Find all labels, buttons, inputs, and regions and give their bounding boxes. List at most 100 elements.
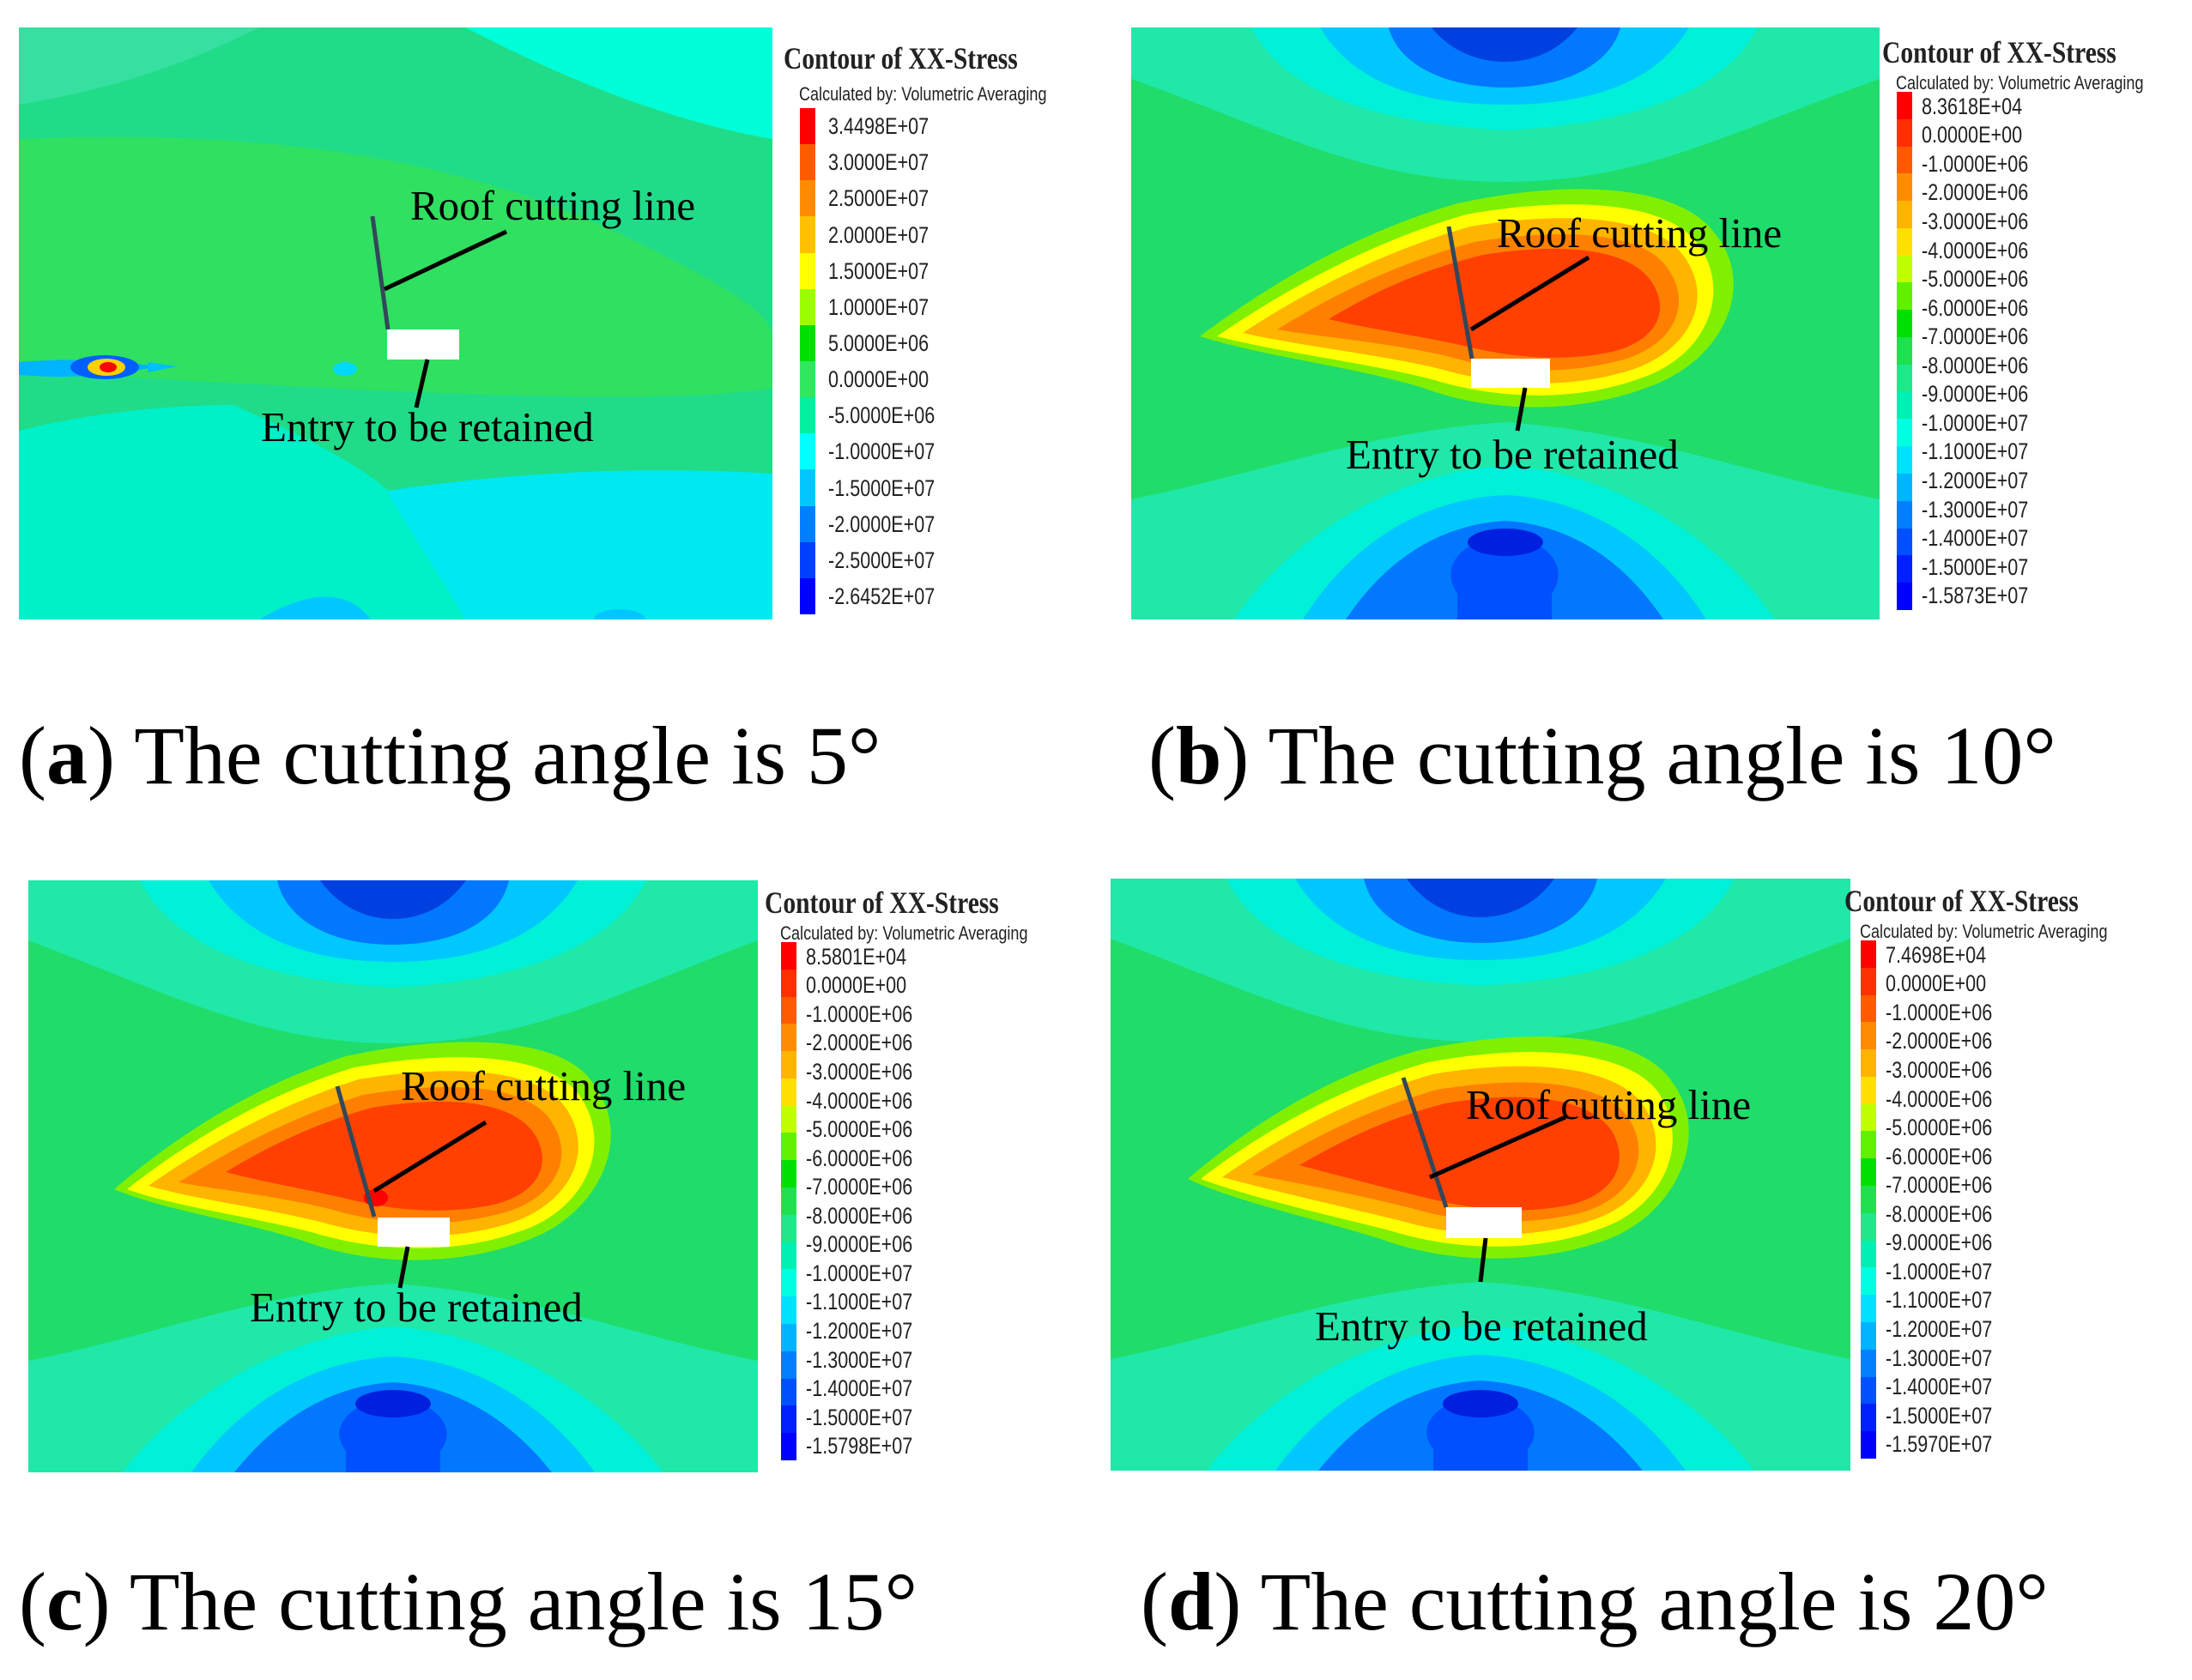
- legend-value: -1.3000E+07: [1922, 496, 2029, 523]
- legend-swatch: [800, 541, 815, 578]
- panel-d: Roof cutting line Entry to be retained C…: [1096, 840, 2192, 1680]
- legend-swatch: [1861, 1321, 1876, 1350]
- legend-swatch: [1897, 255, 1912, 283]
- legend-swatch: [1861, 1240, 1876, 1268]
- legend-swatch: [1897, 282, 1912, 311]
- legend-value: -1.1000E+07: [1886, 1287, 1993, 1314]
- legend-value: -1.5798E+07: [806, 1433, 913, 1459]
- caption-text: The cutting angle is: [1268, 710, 1921, 801]
- legend-value: -2.0000E+07: [828, 511, 936, 537]
- legend-swatch: [1861, 1267, 1876, 1296]
- legend-value: -1.5000E+07: [1886, 1402, 1993, 1429]
- caption-angle: 5°: [807, 710, 881, 801]
- legend-value: -9.0000E+06: [806, 1231, 913, 1258]
- legend-value: -8.0000E+06: [806, 1202, 913, 1229]
- legend-value: -5.0000E+06: [828, 402, 936, 429]
- legend-swatch: [800, 433, 815, 470]
- legend-value: -5.0000E+06: [806, 1116, 913, 1143]
- legend-swatch: [800, 577, 815, 614]
- annotation-entry-to-be-retained: Entry to be retained: [261, 403, 594, 450]
- legend-swatch: [1897, 201, 1912, 228]
- legend-swatch: [781, 1242, 796, 1270]
- legend-swatch: [800, 324, 815, 361]
- legend-swatch: [1861, 1103, 1876, 1132]
- legend-value: 0.0000E+00: [1922, 122, 2023, 148]
- legend-swatch: [1897, 118, 1912, 147]
- legend-swatch: [1861, 1049, 1876, 1077]
- legend-color-bar: [1897, 92, 1912, 610]
- legend-value: 2.5000E+07: [828, 185, 929, 212]
- legend-title: Contour of XX-Stress: [1882, 35, 2116, 69]
- caption-angle: 20°: [1933, 1556, 2049, 1647]
- panel-c: Roof cutting line Entry to be retained C…: [0, 840, 1096, 1680]
- caption-letter: b: [1175, 710, 1222, 801]
- legend-swatch: [1897, 473, 1912, 501]
- legend-swatch: [1897, 364, 1912, 392]
- legend-swatch: [1861, 1376, 1876, 1405]
- legend-value: -2.6452E+07: [828, 583, 936, 609]
- annotation-entry-to-be-retained: Entry to be retained: [250, 1284, 583, 1331]
- legend-swatch: [800, 505, 815, 542]
- legend-swatch: [1897, 555, 1912, 583]
- legend-value: 7.4698E+04: [1886, 941, 1987, 968]
- legend-swatch: [781, 1323, 796, 1351]
- legend-value: -1.0000E+07: [828, 438, 936, 465]
- legend-swatch: [1861, 1158, 1876, 1187]
- caption-angle: 15°: [802, 1556, 917, 1647]
- legend-swatch: [1897, 583, 1912, 610]
- caption-letter: a: [45, 710, 88, 801]
- annotation-roof-cutting-line: Roof cutting line: [1497, 209, 1783, 257]
- legend-value: -1.0000E+07: [1922, 409, 2029, 436]
- legend-title: Contour of XX-Stress: [784, 41, 1018, 76]
- panel-b: Roof cutting line Entry to be retained C…: [1096, 0, 2192, 840]
- contour-plot-d: [1111, 879, 1850, 1471]
- legend-value: -1.4000E+07: [1886, 1374, 1993, 1400]
- legend-value: -1.5970E+07: [1886, 1431, 1993, 1458]
- legend-swatch: [781, 1351, 796, 1379]
- caption-c: (c) The cutting angle is 15°: [19, 1556, 917, 1647]
- annotation-entry-to-be-retained: Entry to be retained: [1315, 1302, 1648, 1350]
- legend-value: 3.4498E+07: [828, 113, 929, 140]
- legend-swatch: [781, 942, 796, 970]
- legend-swatch: [1897, 337, 1912, 365]
- legend-swatch: [1861, 1431, 1876, 1459]
- legend-value: -1.4000E+07: [806, 1375, 913, 1402]
- legend-swatch: [1897, 391, 1912, 420]
- legend-value: -9.0000E+06: [1886, 1230, 1993, 1256]
- legend-swatch: [1861, 940, 1876, 968]
- legend-value: 2.0000E+07: [828, 221, 929, 248]
- legend-value: -8.0000E+06: [1922, 352, 2029, 378]
- legend-value: -6.0000E+06: [806, 1145, 913, 1171]
- legend-swatch: [781, 1269, 796, 1297]
- legend-swatch: [781, 1024, 796, 1052]
- caption-b: (b) The cutting angle is 10°: [1148, 710, 2056, 801]
- legend-swatch: [800, 216, 815, 253]
- legend-swatch: [1897, 146, 1912, 174]
- legend-value: 1.0000E+07: [828, 293, 929, 320]
- legend-swatch: [800, 397, 815, 434]
- legend-swatch: [1897, 500, 1912, 529]
- legend-value: -4.0000E+06: [1886, 1085, 1993, 1112]
- legend-value: -1.0000E+06: [806, 1000, 913, 1027]
- legend-swatch: [1861, 1212, 1876, 1241]
- legend-subtitle: Calculated by: Volumetric Averaging: [799, 83, 1047, 105]
- caption-text: The cutting angle is: [134, 710, 786, 801]
- caption-angle: 10°: [1941, 710, 2056, 801]
- legend-swatch: [800, 144, 815, 181]
- legend-swatch: [1861, 1404, 1876, 1432]
- legend-swatch: [800, 252, 815, 289]
- legend-value: -1.5873E+07: [1922, 583, 2029, 609]
- legend-swatch: [1897, 310, 1912, 338]
- contour-plot-c: [28, 880, 758, 1472]
- legend-swatch: [1861, 994, 1876, 1023]
- legend-value: -1.1000E+07: [1922, 438, 2029, 465]
- legend-value: -6.0000E+06: [1922, 294, 2029, 321]
- legend-swatch: [781, 1214, 796, 1242]
- legend-value: -1.5000E+07: [806, 1404, 913, 1430]
- legend-swatch: [1897, 227, 1912, 256]
- legend-swatch: [1861, 1022, 1876, 1050]
- caption-letter: d: [1167, 1556, 1214, 1647]
- legend-value: -1.5000E+07: [1922, 553, 2029, 580]
- legend-value: -2.0000E+06: [1922, 179, 2029, 206]
- legend-value: 0.0000E+00: [1886, 970, 1987, 997]
